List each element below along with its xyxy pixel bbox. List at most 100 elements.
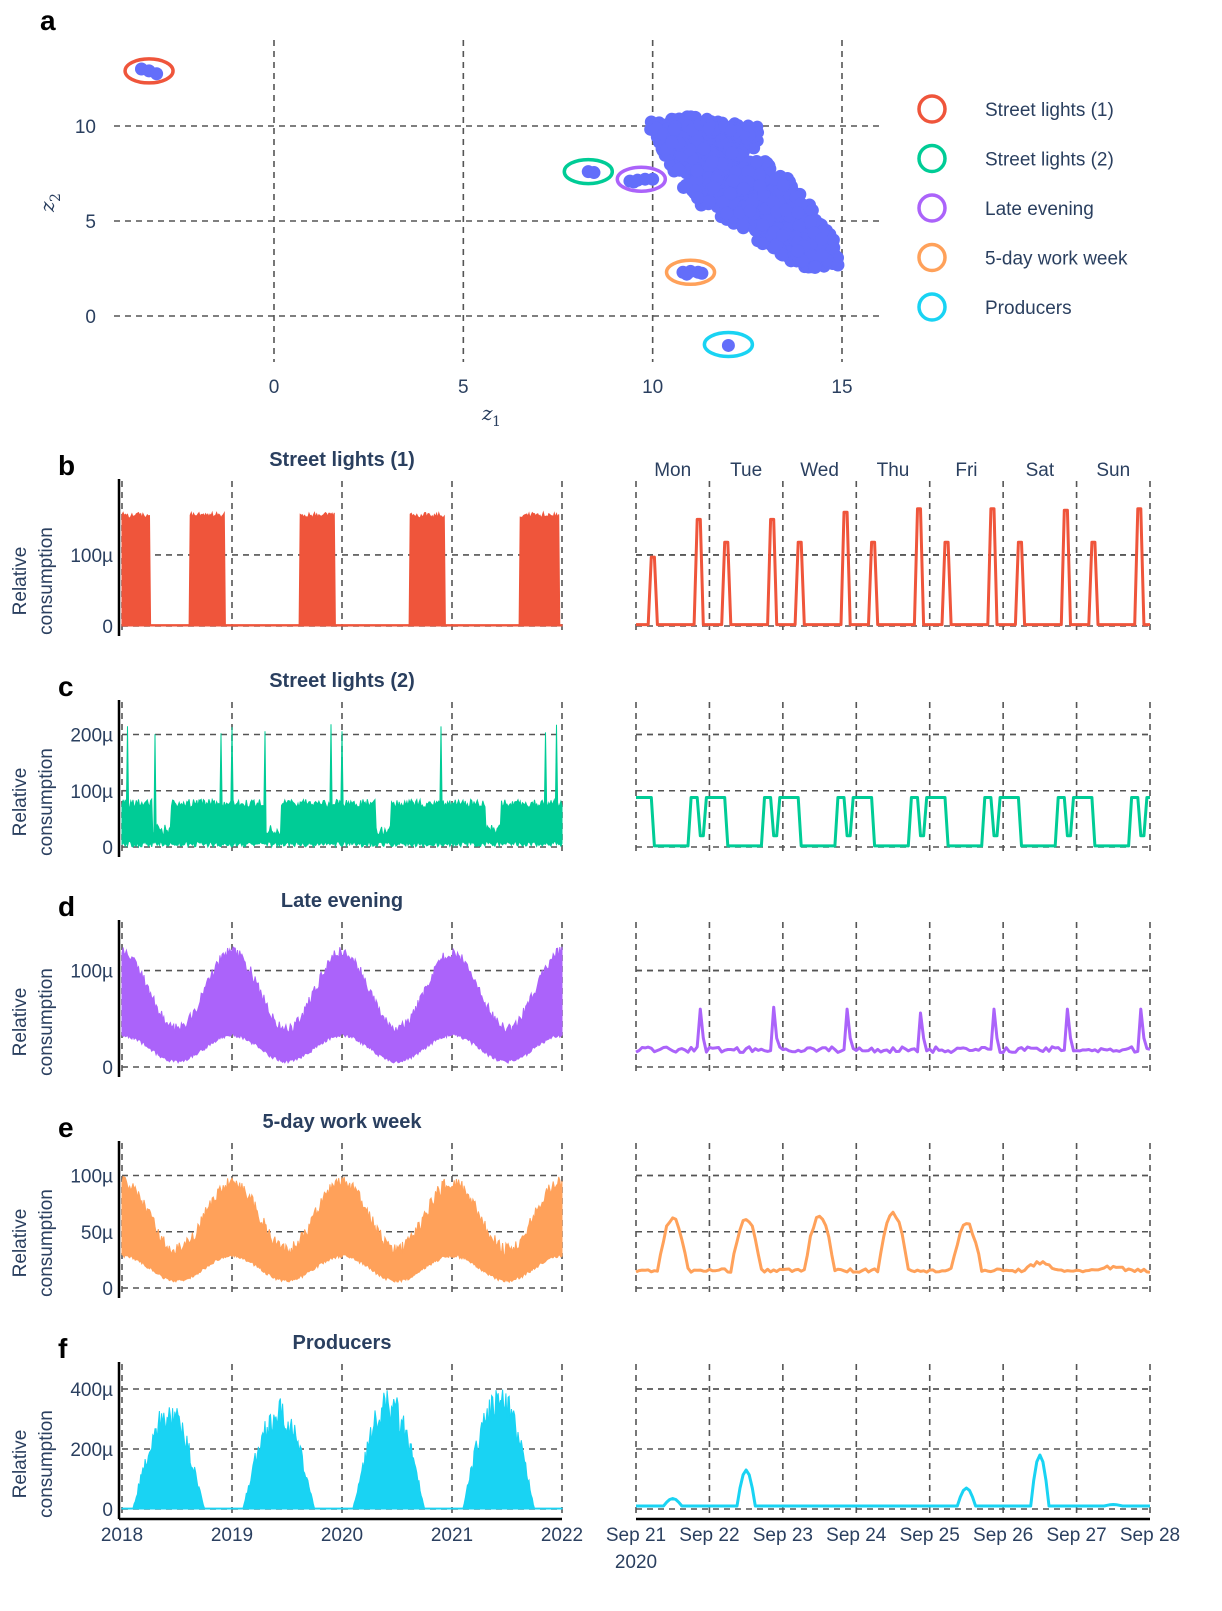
long-series-area — [121, 724, 563, 849]
long-series-area — [121, 1175, 563, 1284]
y-axis-title-group: Relative consumption — [10, 527, 57, 635]
scatter-point — [756, 237, 770, 251]
y-axis-title-line2: consumption — [36, 527, 57, 635]
y-tick-label: 100µ — [70, 782, 113, 803]
y-axis-title-line1: Relative — [10, 768, 31, 837]
scatter-point — [736, 218, 750, 232]
scatter-point — [831, 258, 845, 272]
legend-marker-2 — [917, 193, 947, 223]
scatter-point — [815, 232, 829, 246]
x-tick-year-label: 2020 — [615, 1552, 657, 1573]
y-tick-label: 400µ — [70, 1380, 113, 1401]
scatter-point — [705, 155, 719, 169]
scatter-point — [627, 175, 641, 189]
scatter-point — [792, 219, 806, 233]
cluster-ellipse-3 — [664, 258, 717, 287]
scatter-point — [680, 267, 694, 281]
x-tick-label: 0 — [269, 377, 280, 398]
x-tick-label: 5 — [458, 377, 469, 398]
x-tick-label: Sep 27 — [1046, 1525, 1106, 1546]
scatter-point — [587, 166, 601, 180]
x-axis-label-subscript: 1 — [492, 414, 501, 430]
scatter-point — [805, 203, 819, 217]
y-tick-label: 200µ — [70, 1440, 113, 1461]
y-axis-title-line1: Relative — [10, 1430, 31, 1499]
legend-marker-0 — [917, 94, 947, 124]
week-series-line — [635, 1005, 1151, 1054]
y-tick-label: 0 — [102, 838, 113, 859]
scatter-point — [726, 174, 740, 188]
x-tick-label: 2021 — [431, 1525, 473, 1546]
y-tick-label: 100µ — [70, 1167, 113, 1188]
scatter-point — [808, 260, 822, 274]
scatter-point — [665, 135, 679, 149]
y-tick-label: 50µ — [81, 1223, 113, 1244]
y-axis-title-line2: consumption — [36, 748, 57, 856]
scatter-point — [815, 248, 829, 262]
y-tick-label: 100µ — [70, 962, 113, 983]
panel-label-b: b — [58, 450, 75, 481]
panel-label-f: f — [58, 1333, 68, 1364]
x-tick-label: 2018 — [101, 1525, 143, 1546]
long-series-area — [121, 946, 563, 1064]
y-axis-title-line1: Relative — [10, 547, 31, 616]
legend-label-2: Late evening — [985, 199, 1094, 220]
long-series-area — [121, 510, 563, 627]
scatter-point — [691, 191, 705, 205]
scatter-point — [737, 182, 751, 196]
x-tick-label: Sep 24 — [826, 1525, 887, 1546]
scatter-point — [791, 206, 805, 220]
week-series-line — [635, 1210, 1151, 1274]
scatter-point — [776, 228, 790, 242]
x-tick-label: Sep 21 — [606, 1525, 666, 1546]
y-axis-title-group: Relative consumption — [10, 1410, 57, 1518]
x-tick-label: 2019 — [211, 1525, 253, 1546]
y-tick-label: 100µ — [70, 546, 113, 567]
y-axis-title-line1: Relative — [10, 988, 31, 1057]
y-axis-title-line1: Relative — [10, 1209, 31, 1278]
x-tick-label: Sep 28 — [1120, 1525, 1180, 1546]
y-axis-title-group: Relative consumption — [10, 968, 57, 1076]
weekday-label: Mon — [654, 460, 691, 481]
scatter-point — [720, 206, 734, 220]
scatter-point — [707, 180, 721, 194]
scatter-point — [646, 172, 660, 186]
scatter-point — [690, 164, 704, 178]
scatter-point — [721, 338, 735, 352]
weekday-label: Thu — [877, 460, 910, 481]
y-tick-label: 0 — [85, 307, 96, 328]
panel-title: Street lights (2) — [269, 670, 415, 692]
scatter-point — [695, 266, 709, 280]
scatter-point — [716, 195, 730, 209]
panel-label-c: c — [58, 671, 74, 702]
weekday-label: Wed — [800, 460, 839, 481]
y-axis-label-subscript: 2 — [48, 193, 64, 202]
y-axis-title-line2: consumption — [36, 1410, 57, 1518]
legend-label-4: Producers — [985, 298, 1072, 319]
x-tick-label: Sep 22 — [679, 1525, 739, 1546]
y-axis-label-group: z2 — [35, 193, 64, 213]
y-tick-label: 0 — [102, 1279, 113, 1300]
legend-label-3: 5-day work week — [985, 249, 1128, 270]
y-tick-label: 5 — [85, 212, 96, 233]
scatter-point — [756, 218, 770, 232]
cluster-ellipse-1 — [562, 157, 615, 186]
x-axis-label: z — [481, 401, 493, 425]
y-axis-title-group: Relative consumption — [10, 1189, 57, 1297]
scatter-point — [750, 155, 764, 169]
panel-title: Street lights (1) — [269, 449, 415, 471]
week-series-line — [636, 507, 1150, 627]
x-tick-label: 2020 — [321, 1525, 363, 1546]
panel-title: Producers — [293, 1332, 392, 1354]
y-axis-title-line2: consumption — [36, 1189, 57, 1297]
legend-marker-1 — [917, 143, 947, 174]
weekday-label: Sun — [1096, 460, 1130, 481]
weekday-label: Sat — [1026, 460, 1055, 481]
scatter-point — [725, 146, 739, 160]
scatter-point — [779, 203, 793, 217]
scatter-point — [742, 119, 755, 132]
scatter-point — [671, 162, 685, 176]
x-tick-label: Sep 26 — [973, 1525, 1033, 1546]
x-tick-label: 15 — [831, 377, 852, 398]
